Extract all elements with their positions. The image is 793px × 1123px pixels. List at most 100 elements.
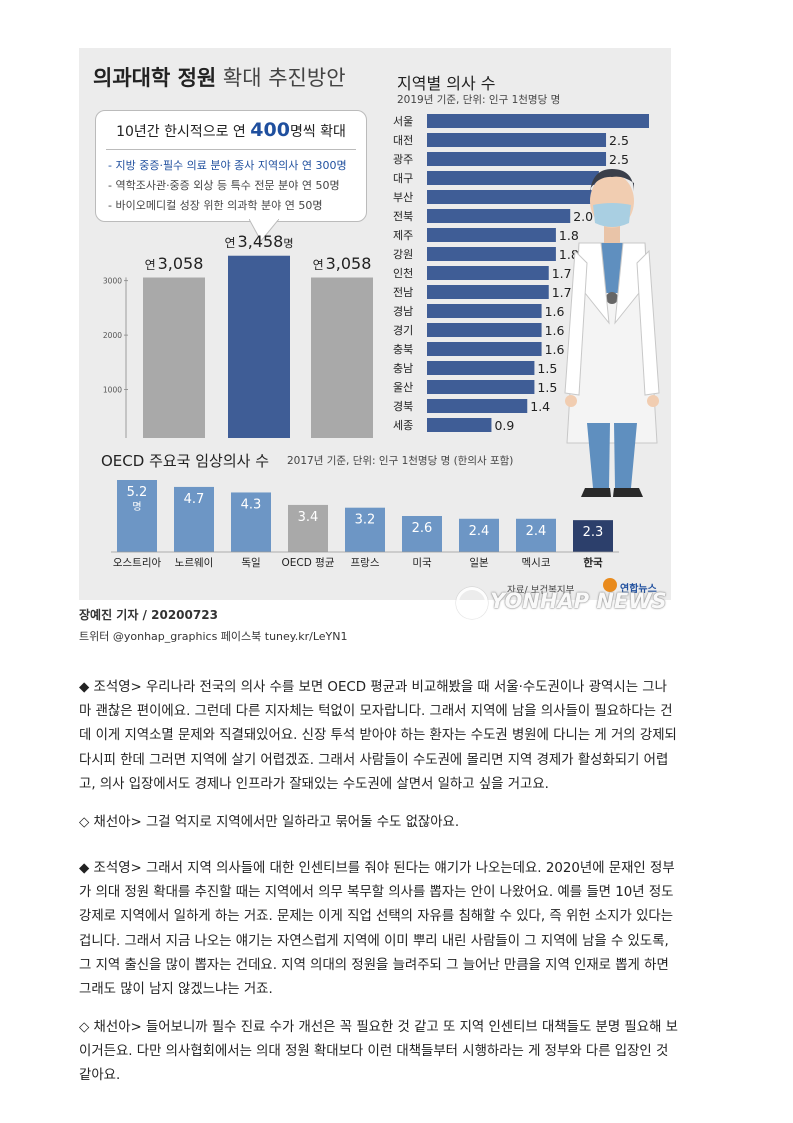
oecd-category-label: OECD 평균 — [282, 557, 335, 569]
oecd-category-label: 오스트리아 — [113, 557, 162, 569]
regional-bar — [427, 342, 542, 356]
quota-bar — [228, 255, 290, 438]
title-light: 확대 추진방안 — [222, 66, 346, 90]
oecd-value-label: 2.6 — [412, 521, 433, 536]
quota-value-label: 연 3,458명 — [222, 232, 296, 251]
regional-value-label: 1.8 — [559, 228, 579, 243]
regional-value-label: 1.6 — [545, 323, 565, 338]
yonhap-logo-icon — [603, 578, 617, 592]
source-note: 자료/ 보건복지부 — [507, 585, 575, 596]
regional-bar — [427, 285, 549, 299]
oecd-value-unit: 명 — [132, 501, 141, 513]
regional-bar — [427, 133, 607, 147]
infographic-title: 의과대학 정원 확대 추진방안 — [93, 62, 346, 92]
regional-value-label: 2.5 — [609, 133, 629, 148]
quota-value-unit: 명 — [283, 236, 294, 250]
oecd-value-label: 2.3 — [583, 525, 604, 540]
regional-category-label: 경기 — [393, 324, 413, 337]
quota-chart: 30002000100002006～20212022～2031년2032년～ — [103, 255, 373, 438]
callout-item: - 역학조사관·중증 외상 등 특수 전문 분야 연 50명 — [108, 179, 340, 192]
quota-value-labels: 연 3,058 연 3,458명 연 3,058 — [79, 48, 389, 448]
regional-value-label: 1.7 — [552, 266, 572, 281]
logo-text: 연합뉴스 — [620, 584, 657, 595]
regional-category-label: 인천 — [393, 266, 413, 280]
regional-category-label: 충남 — [393, 362, 413, 375]
regional-category-label: 대구 — [393, 172, 413, 185]
oecd-value-label: 2.4 — [526, 524, 547, 539]
regional-bar — [427, 323, 542, 337]
regional-value-label: 1.5 — [537, 361, 557, 376]
oecd-value-label: 2.4 — [469, 524, 490, 539]
regional-bar — [427, 361, 535, 375]
quota-value-num: 3,058 — [157, 253, 204, 273]
quota-y-tick: 2000 — [103, 331, 122, 340]
oecd-value-label: 5.2 — [127, 485, 148, 500]
regional-value-label: 1.8 — [559, 247, 579, 262]
regional-category-label: 전북 — [393, 210, 413, 223]
callout-headline-post: 명씩 확대 — [289, 124, 346, 140]
oecd-value-label: 3.4 — [298, 510, 319, 525]
oecd-bar — [117, 480, 157, 552]
quota-value-label: 연 3,058 — [305, 254, 379, 273]
quota-value-pre: 연 — [312, 257, 324, 272]
oecd-bar — [516, 518, 556, 552]
oecd-bar — [174, 486, 214, 552]
regional-bar — [427, 304, 542, 318]
quota-y-tick: 3000 — [103, 277, 122, 286]
oecd-chart-subtitle: 2017년 기준, 단위: 인구 1천명당 명 (한의사 포함) — [287, 455, 514, 467]
quota-value-label: 연 3,058 — [137, 254, 211, 273]
callout-headline-num: 400 — [250, 119, 290, 141]
quota-value-num: 3,458 — [237, 231, 284, 251]
article-paragraph: ◆ 조석영> 우리나라 전국의 의사 수를 보면 OECD 평균과 비교해봤을 … — [79, 680, 677, 792]
oecd-chart-title: OECD 주요국 임상의사 수 — [101, 452, 270, 470]
quota-value-pre: 연 — [144, 257, 156, 272]
oecd-bar — [345, 507, 385, 552]
oecd-value-label: 4.7 — [184, 492, 205, 507]
callout-pointer — [249, 219, 279, 242]
oecd-category-label: 독일 — [241, 556, 260, 569]
regional-bar — [427, 228, 556, 242]
regional-category-label: 강원 — [393, 248, 413, 261]
regional-bar — [427, 418, 492, 432]
oecd-bar — [459, 518, 499, 552]
oecd-bar — [288, 504, 328, 552]
callout-headline: 10년간 한시적으로 연 400명씩 확대 — [96, 119, 366, 141]
oecd-value-label: 3.2 — [355, 513, 376, 528]
regional-category-label: 제주 — [393, 229, 413, 242]
oecd-category-label: 한국 — [583, 556, 603, 569]
callout-divider — [106, 149, 356, 150]
regional-category-label: 대전 — [393, 134, 413, 147]
regional-chart-title: 지역별 의사 수 — [397, 74, 496, 93]
callout-item: - 지방 중증·필수 의료 분야 종사 지역의사 연 300명 — [108, 159, 347, 172]
quota-bar — [311, 277, 373, 438]
regional-value-label: 0.9 — [494, 418, 514, 433]
quota-value-num: 3,058 — [325, 253, 372, 273]
oecd-category-label: 미국 — [412, 557, 432, 569]
regional-value-label: 2.5 — [609, 152, 629, 167]
regional-bar — [427, 171, 599, 185]
regional-category-label: 서울 — [393, 115, 413, 128]
watermark-globe-icon — [456, 587, 488, 619]
title-bold: 의과대학 정원 — [93, 66, 217, 90]
oecd-category-label: 멕시코 — [522, 557, 551, 569]
quota-value-pre: 연 — [224, 235, 236, 250]
regional-category-label: 울산 — [393, 381, 413, 394]
quota-y-tick: 1000 — [103, 386, 122, 395]
watermark-text: YONHAP NEWS — [490, 589, 667, 613]
regional-value-label: 1.6 — [545, 342, 565, 357]
regional-category-label: 부산 — [393, 191, 413, 204]
regional-chart: 서울3.1명대전2.5광주2.5대구2.4부산2.3전북2.0제주1.8강원1.… — [393, 114, 649, 433]
regional-category-label: 충북 — [393, 343, 413, 356]
regional-bar — [427, 209, 571, 223]
regional-value-label: 1.7 — [552, 285, 572, 300]
doctor-illustration — [564, 169, 660, 497]
article-paragraph: ◇ 채선아> 들어보니까 필수 진료 수가 개선은 꼭 필요한 것 같고 또 지… — [79, 1020, 678, 1084]
regional-chart-subtitle: 2019년 기준, 단위: 인구 1천명당 명 — [397, 94, 561, 106]
oecd-category-label: 일본 — [469, 556, 489, 569]
article-paragraph: ◇ 채선아> 그걸 억지로 지역에서만 일하라고 묶어둘 수도 없잖아요. — [79, 815, 460, 830]
regional-bar — [427, 266, 549, 280]
regional-bar — [427, 399, 528, 413]
oecd-bar — [402, 516, 442, 552]
callout-headline-pre: 10년간 한시적으로 연 — [116, 124, 246, 140]
callout-item: - 바이오메디컬 성장 위한 의과학 분야 연 50명 — [108, 199, 323, 212]
